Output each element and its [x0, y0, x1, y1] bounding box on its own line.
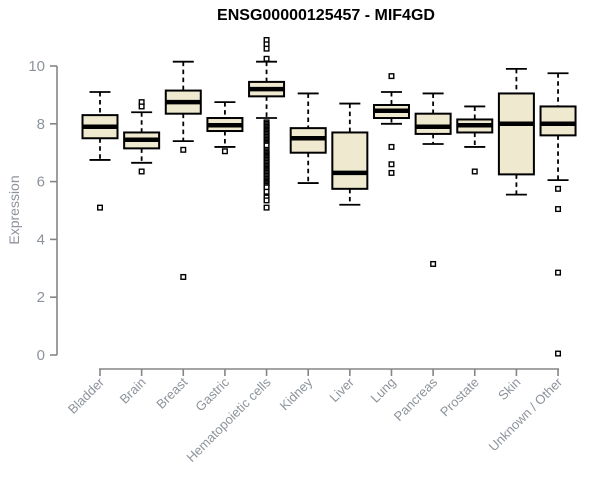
outlier-point: [263, 45, 270, 52]
boxplot-brain: [123, 99, 161, 175]
y-tick-label: 4: [37, 231, 45, 248]
outlier-point: [263, 204, 270, 211]
y-tick-label: 6: [37, 174, 45, 191]
x-tick-label-lung: Lung: [368, 375, 399, 406]
boxplot-skin: [497, 67, 535, 196]
y-tick-label: 8: [37, 116, 45, 133]
y-tick-label: 10: [28, 58, 45, 75]
outlier-point: [471, 168, 478, 175]
x-tick-label-liver: Liver: [326, 374, 357, 405]
iqr-box: [414, 112, 452, 135]
outlier-point: [388, 169, 395, 176]
boxplot-pancreas: [414, 92, 452, 267]
outlier-point: [180, 273, 187, 280]
x-tick-label-skin: Skin: [495, 375, 523, 403]
boxplot-liver: [331, 102, 369, 206]
x-tick-label-prostate: Prostate: [437, 375, 482, 420]
outlier-point: [555, 206, 562, 213]
outlier-point: [430, 260, 437, 267]
boxplot-bladder: [81, 91, 119, 211]
boxplot-unknown-other: [539, 72, 577, 357]
boxplot-breast: [164, 60, 202, 280]
outlier-point: [263, 197, 270, 204]
outlier-point: [96, 204, 103, 211]
boxplot-kidney: [289, 92, 327, 184]
x-tick-label-brain: Brain: [117, 375, 149, 407]
outlier-point: [388, 143, 395, 150]
outlier-point: [555, 350, 562, 357]
outlier-point: [138, 103, 145, 110]
outlier-point: [138, 168, 145, 175]
boxplot-hematopoietic-cells: [248, 36, 286, 211]
outlier-point: [221, 148, 228, 155]
x-tick-label-gastric: Gastric: [192, 374, 232, 414]
outlier-point: [555, 269, 562, 276]
outlier-point: [388, 73, 395, 80]
iqr-box: [497, 92, 535, 176]
outlier-point: [388, 161, 395, 168]
outlier-point: [263, 188, 270, 195]
x-tick-label-bladder: Bladder: [65, 374, 108, 417]
outlier-point: [555, 185, 562, 192]
x-tick-label-kidney: Kidney: [277, 374, 316, 413]
x-tick-label-breast: Breast: [153, 374, 190, 411]
boxplot-gastric: [206, 101, 244, 155]
y-axis: 0 2 4 6 8 10: [28, 58, 58, 364]
x-tick-label-pancreas: Pancreas: [391, 374, 441, 424]
x-tick-label-unknown-other: Unknown / Other: [486, 374, 566, 454]
iqr-box: [331, 131, 369, 190]
outlier-point: [263, 55, 270, 62]
iqr-box: [539, 105, 577, 137]
boxplot-lung: [372, 73, 410, 176]
outlier-point: [180, 146, 187, 153]
y-tick-label: 2: [37, 289, 45, 306]
boxplot-prostate: [456, 105, 494, 175]
y-tick-label: 0: [37, 347, 45, 364]
chart-title: ENSG00000125457 - MIF4GD: [217, 7, 435, 24]
